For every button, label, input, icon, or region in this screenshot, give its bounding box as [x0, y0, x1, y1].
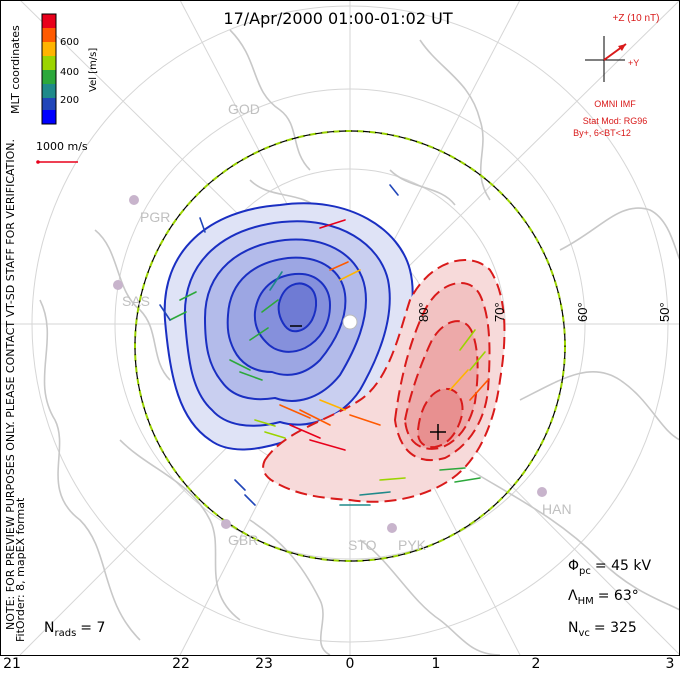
colorbar-tick: 200 [60, 95, 79, 106]
velocity-vectors [159, 184, 489, 506]
imf-z-label: +Z (10 nT) [613, 13, 660, 24]
fit-order-note: FitOrder: 8, mapEX format [14, 497, 27, 642]
colorbar-tick: 600 [60, 37, 79, 48]
preview-note: NOTE: FOR PREVIEW PURPOSES ONLY. PLEASE … [4, 139, 17, 630]
n-radars: Nrads = 7 [44, 620, 105, 639]
phi-pc: Φpc = 45 kV [568, 558, 651, 577]
station-label: PYK [398, 537, 427, 553]
station-label: GBR [228, 532, 258, 548]
sun-marker [342, 314, 358, 330]
latitude-label: 50° [657, 302, 672, 322]
negative-potential-cell [163, 202, 414, 451]
mlt-label: 1 [432, 656, 441, 672]
latitude-label: 60° [575, 302, 590, 322]
mlt-label: 0 [346, 656, 355, 672]
colorbar-tick: 400 [60, 67, 79, 78]
stat-model-bin: By+, 6<BT<12 [573, 128, 631, 138]
velocity-colorbar: 600 400 200 Vel [m/s] [41, 13, 99, 125]
imf-y-label: +Y [628, 58, 639, 68]
fit-statistics: Φpc = 45 kV ΛHM = 63° Nvc = 325 Nrads = 7 [44, 558, 651, 639]
station-label: STO [348, 537, 377, 553]
mlt-axis: 21 22 23 0 1 2 3 [3, 656, 674, 672]
station-label: GOD [228, 101, 260, 117]
mlt-label: 3 [666, 656, 675, 672]
station-label: PGR [140, 209, 170, 225]
latitude-label: 70° [492, 302, 507, 322]
mlt-label: 23 [255, 656, 273, 672]
imf-clock: +Z (10 nT) +Y OMNI IMF Stat Mod: RG96 By… [573, 13, 659, 138]
colorbar-label: Vel [m/s] [88, 48, 99, 92]
positive-potential-cell [262, 259, 506, 503]
map-title: 17/Apr/2000 01:00-01:02 UT [223, 9, 452, 28]
latitude-label: 80° [416, 302, 431, 322]
station-label: HAN [542, 501, 572, 517]
lambda-hm: ΛHM = 63° [568, 588, 639, 607]
coordinate-system-label: MLT coordinates [9, 25, 22, 114]
stat-model: Stat Mod: RG96 [583, 116, 648, 126]
mlt-label: 22 [172, 656, 190, 672]
reference-vector-label: 1000 m/s [36, 140, 88, 153]
mlt-label: 2 [532, 656, 541, 672]
radar-stations: GOD PGR SAS GBR STO PYK HAN [113, 101, 572, 553]
imf-source: OMNI IMF [594, 99, 636, 109]
n-vectors: Nvc = 325 [568, 620, 637, 639]
mlt-label: 21 [3, 656, 21, 672]
station-label: SAS [122, 293, 150, 309]
